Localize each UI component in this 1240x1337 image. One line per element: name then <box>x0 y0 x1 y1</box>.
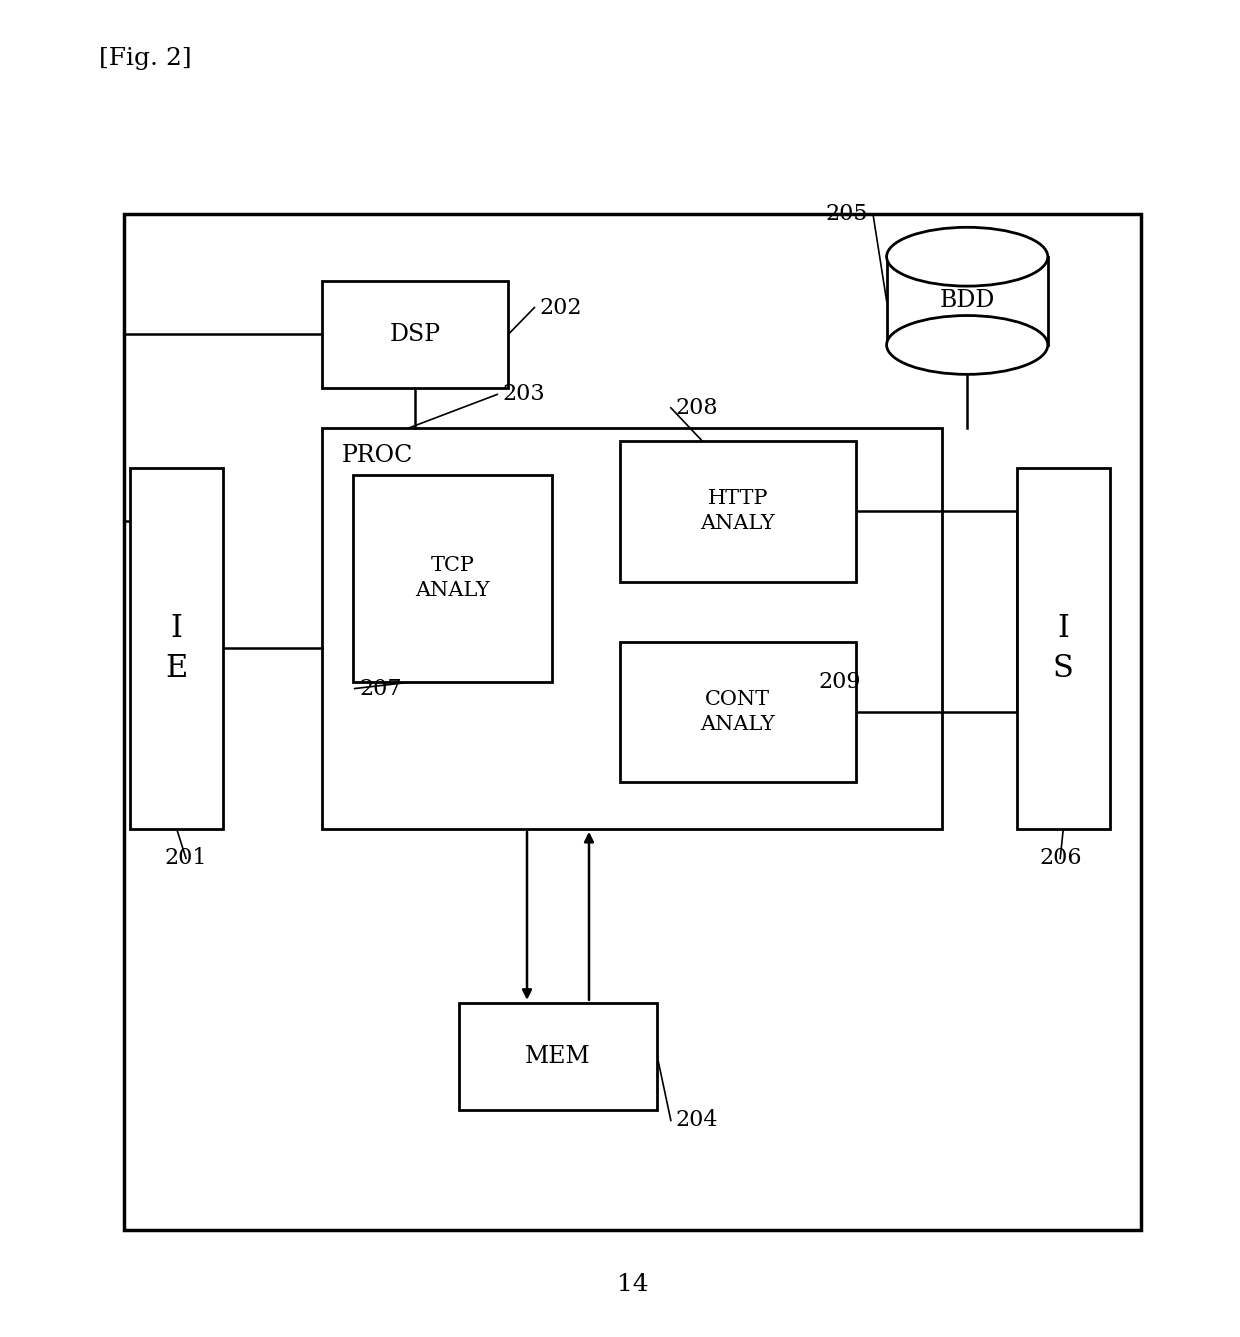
Bar <box>322 428 942 829</box>
Bar <box>1017 468 1110 829</box>
Text: 14: 14 <box>616 1273 649 1296</box>
Text: TCP
ANALY: TCP ANALY <box>415 556 490 600</box>
Text: 209: 209 <box>818 671 861 693</box>
Bar <box>459 1003 657 1110</box>
Text: 204: 204 <box>676 1110 718 1131</box>
Text: I
E: I E <box>165 612 188 685</box>
Text: I
S: I S <box>1053 612 1074 685</box>
Bar <box>353 475 552 682</box>
Text: 202: 202 <box>539 297 582 318</box>
Text: 203: 203 <box>502 384 544 405</box>
Text: 206: 206 <box>1039 848 1081 869</box>
Text: PROC: PROC <box>342 444 413 467</box>
Text: DSP: DSP <box>389 322 441 346</box>
Bar <box>620 642 856 782</box>
Text: BDD: BDD <box>940 289 994 313</box>
Ellipse shape <box>887 316 1048 374</box>
Bar <box>322 281 508 388</box>
Text: 208: 208 <box>676 397 718 418</box>
Bar <box>124 214 1141 1230</box>
Bar <box>620 441 856 582</box>
Text: [Fig. 2]: [Fig. 2] <box>99 47 192 70</box>
Text: 207: 207 <box>360 678 402 699</box>
Text: 205: 205 <box>826 203 868 225</box>
Bar <box>130 468 223 829</box>
Text: 201: 201 <box>165 848 207 869</box>
Text: HTTP
ANALY: HTTP ANALY <box>701 489 775 533</box>
Text: MEM: MEM <box>525 1044 591 1068</box>
Ellipse shape <box>887 227 1048 286</box>
Text: CONT
ANALY: CONT ANALY <box>701 690 775 734</box>
